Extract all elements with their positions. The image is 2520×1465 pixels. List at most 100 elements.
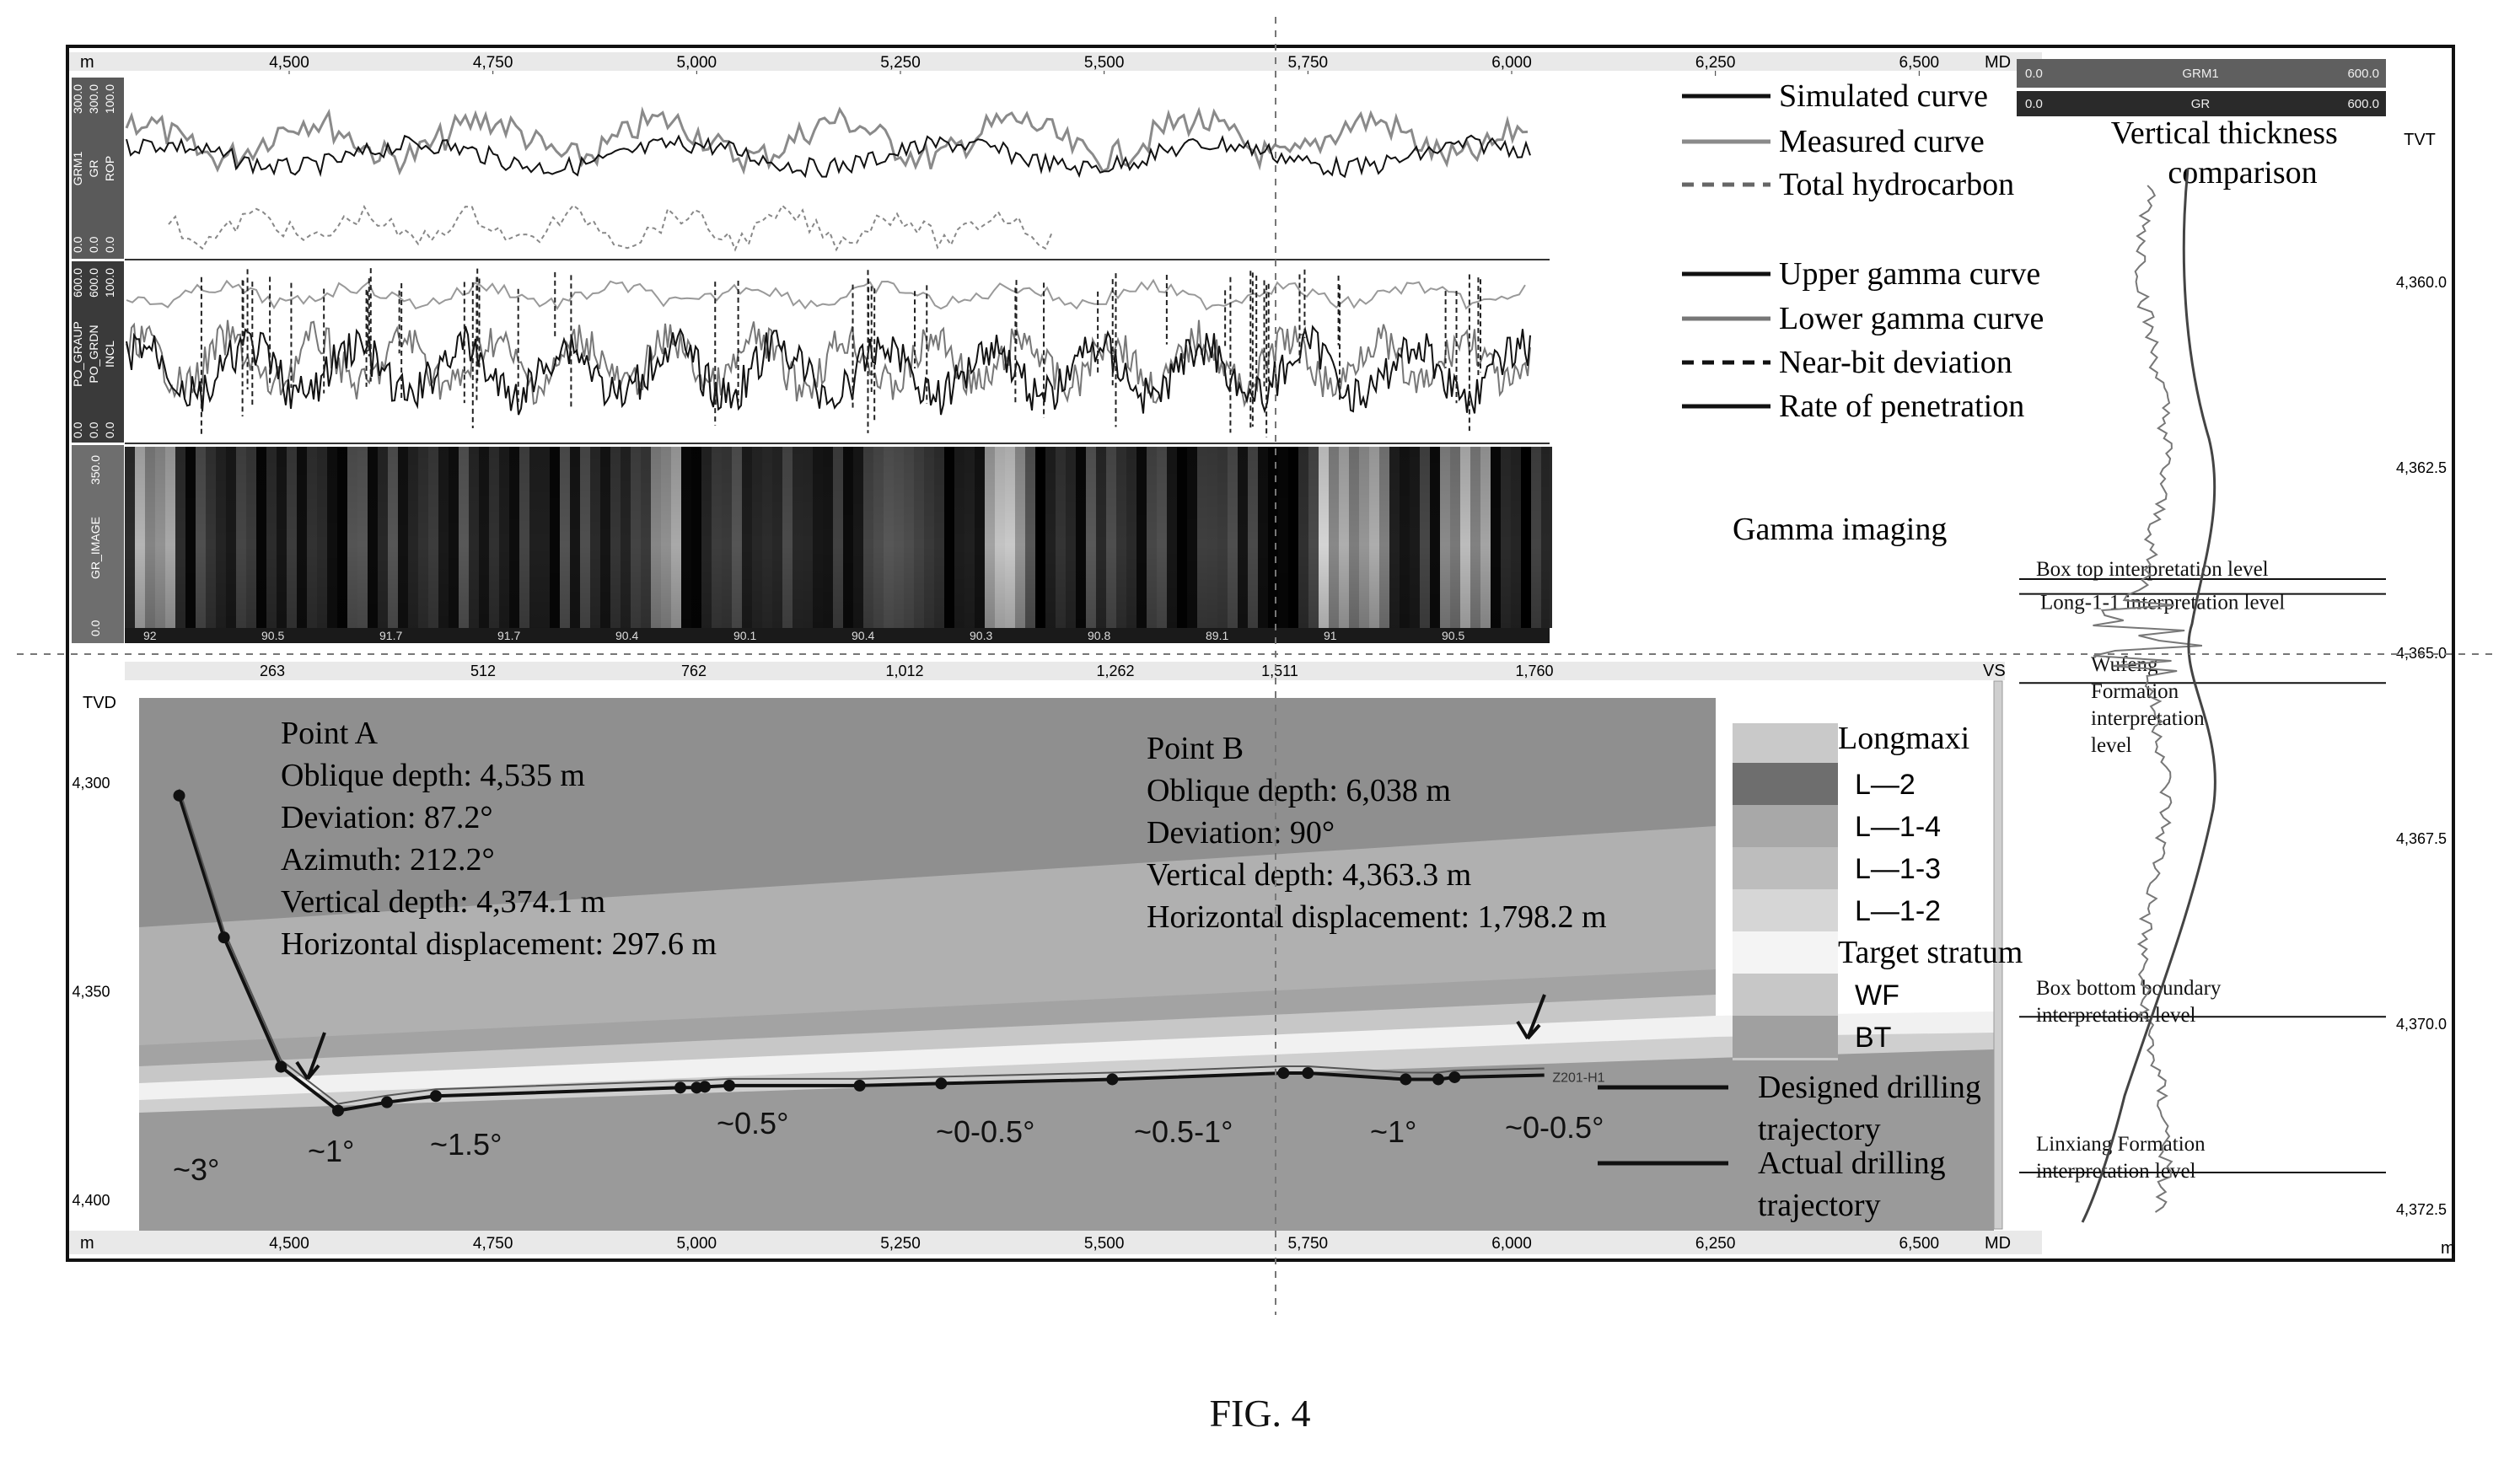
image-strip-value: 91.7	[379, 629, 402, 642]
survey-point	[1448, 1071, 1461, 1083]
bottom-axis-tick-label: 4,750	[473, 1235, 513, 1253]
image-strip-value: 90.3	[970, 629, 992, 642]
top-axis-tick-label: 4,500	[269, 54, 309, 72]
grm1-curve	[2081, 168, 2216, 1223]
figure-caption: FIG. 4	[1209, 1392, 1311, 1435]
legend-label: Lower gamma curve	[1779, 301, 2044, 336]
track-label: 300.0	[87, 84, 100, 114]
survey-point	[723, 1079, 735, 1092]
vs-axis-band	[125, 662, 2005, 680]
track-label-column-1	[72, 78, 124, 259]
strata-legend-label: L—1-4	[1855, 811, 1941, 843]
track-label-column-2	[72, 261, 124, 443]
upper-gamma-curve	[126, 325, 1531, 416]
strata-legend-label: L—1-2	[1855, 895, 1941, 927]
top-axis-tick-label: 5,000	[677, 54, 717, 72]
strata-legend-swatch	[1733, 763, 1838, 805]
survey-point	[332, 1104, 344, 1117]
image-strip-value: 90.4	[615, 629, 638, 642]
track-label: 600.0	[71, 268, 84, 298]
dip-label: ~1°	[308, 1134, 354, 1168]
stratum-bt	[139, 1049, 1994, 1231]
bottom-axis-tick-label: 5,000	[677, 1235, 717, 1253]
track-label: 0.0	[71, 421, 84, 438]
bottom-axis-band	[69, 1231, 2042, 1254]
track-label: GR	[87, 160, 100, 178]
legend-label: Near-bit deviation	[1779, 345, 2012, 380]
trajectory-legend-label: Designed drilling	[1758, 1070, 1981, 1105]
thickness-header-band-1	[2017, 59, 2386, 88]
strata-legend-label: L—1-3	[1855, 853, 1941, 885]
interpretation-level-label: Formation	[2091, 680, 2179, 703]
track-label: 0.0	[103, 421, 116, 438]
tvd-tick-label: 4,300	[72, 775, 110, 792]
top-axis-tick-label: 4,750	[473, 54, 513, 72]
vs-tick-label: 1,262	[1096, 663, 1134, 679]
top-md-axis: m MD 4,500 4,750 5,000 5,250 5,500 5,750 6,000…	[69, 52, 2042, 76]
simulated-curve	[126, 134, 1531, 179]
track-label: GRM1	[71, 152, 84, 186]
track-label: PO_GRAUP	[71, 321, 84, 387]
vs-tick-label: 512	[470, 663, 496, 679]
bottom-axis-tick-label: 5,750	[1288, 1235, 1329, 1253]
interpretation-level-label: interpretation	[2091, 707, 2205, 730]
strata-legend-swatch	[1733, 847, 1838, 889]
tvt-tick-label: 4,372.5	[2396, 1201, 2447, 1218]
tvd-axis-label: TVD	[83, 694, 116, 712]
bottom-md-axis: m MD 4,500 4,750 5,000 5,250 5,500 5,750 6,000…	[69, 1231, 2042, 1254]
thickness-title-line-1: Vertical thickness	[2111, 115, 2338, 151]
point-a-line: Oblique depth: 4,535 m	[281, 758, 585, 793]
tvd-tick-label: 4,400	[72, 1192, 110, 1209]
strata-legend-swatch	[1733, 805, 1838, 847]
log-legend: Simulated curve Measured curve Total hydro…	[1682, 78, 2044, 424]
survey-point	[1400, 1073, 1412, 1086]
strata-legend-swatch	[1733, 931, 1838, 974]
bottom-axis-tick-label: 6,500	[1899, 1235, 1940, 1253]
interpretation-level-label: Linxiang Formation	[2036, 1133, 2206, 1156]
gamma-image-values: 92 90.5 91.7 91.7 90.4 90.1 90.4 90.3 90.8 89.1 91…	[143, 629, 1464, 642]
track-label: GR_IMAGE	[89, 517, 102, 579]
tvt-axis-label: TVT	[2404, 131, 2436, 149]
vs-tick-label: 1,012	[885, 663, 923, 679]
trajectory-legend-label: trajectory	[1758, 1188, 1881, 1223]
track-label: 0.0	[89, 620, 102, 636]
image-strip-value: 89.1	[1206, 629, 1228, 642]
point-b-line: Vertical depth: 4,363.3 m	[1147, 857, 1471, 893]
track-label: 0.0	[87, 236, 100, 253]
arrow-point-b	[1516, 994, 1546, 1040]
gamma-image-value-band	[125, 628, 1550, 643]
image-strip-value: 90.8	[1088, 629, 1110, 642]
point-a-title: Point A	[281, 716, 379, 751]
point-b-title: Point B	[1147, 731, 1244, 766]
header-tick: 600.0	[2347, 67, 2379, 81]
drilling-trajectory: Z201-H1	[173, 788, 1605, 1117]
dip-label: ~0.5-1°	[1134, 1114, 1233, 1149]
bottom-axis-tick-label: 5,250	[880, 1235, 921, 1253]
trajectory-legend-label: trajectory	[1758, 1112, 1881, 1147]
track-label: 100.0	[103, 268, 116, 298]
track-label: 300.0	[71, 84, 84, 114]
point-b-line: Horizontal displacement: 1,798.2 m	[1147, 899, 1607, 935]
bottom-axis-right-label: MD	[1985, 1234, 2011, 1253]
strata-legend-label: WF	[1855, 979, 1899, 1012]
survey-point	[1277, 1067, 1290, 1080]
strata-legend-swatch	[1733, 1016, 1838, 1058]
survey-point	[381, 1096, 393, 1108]
well-name: Z201-H1	[1552, 1071, 1604, 1086]
rate-of-penetration-curve	[126, 278, 1526, 311]
bottom-axis-tick-label: 6,000	[1491, 1235, 1532, 1253]
designed-trajectory-line	[178, 788, 1545, 1105]
vs-ticks: 263 512 762 1,012 1,262 1,511 1,760	[260, 663, 1554, 679]
top-axis-right-label: MD	[1985, 53, 2011, 72]
top-axis-tick-label: 6,250	[1695, 54, 1736, 72]
bottom-axis-tick-label: 6,250	[1695, 1235, 1736, 1253]
point-a-line: Azimuth: 212.2°	[281, 842, 495, 877]
track-label: 0.0	[103, 236, 116, 253]
survey-point	[173, 789, 185, 802]
stratigraphic-section: VS 263 512 762 1,012 1,262 1,511 1,760 TVD 4,3…	[72, 662, 2023, 1231]
track-label: 100.0	[103, 84, 116, 114]
log-spikes	[200, 268, 1482, 437]
track-label: 350.0	[89, 455, 102, 485]
tvt-tick-label: 4,360.0	[2396, 274, 2447, 291]
image-strip-value: 90.5	[261, 629, 284, 642]
